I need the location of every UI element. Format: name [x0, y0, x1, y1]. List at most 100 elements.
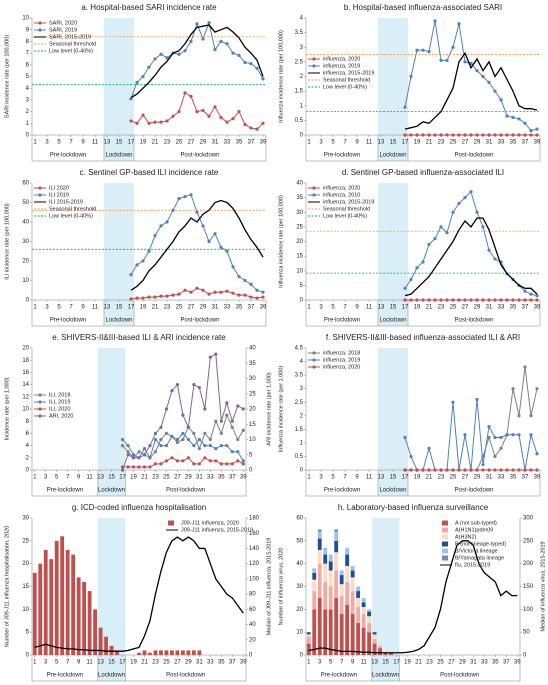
x-tick-label: 23: [152, 475, 159, 481]
x-tick-label: 7: [343, 475, 347, 481]
x-tick-label: 11: [366, 305, 373, 311]
point: [214, 419, 218, 423]
legend-marker: [38, 186, 42, 190]
y-tick-label: 0: [26, 653, 30, 659]
point: [433, 19, 437, 23]
point: [189, 290, 193, 294]
y-tick-label: 3: [300, 45, 304, 51]
x-tick-label: 19: [414, 475, 421, 481]
y-tick-label: 0: [300, 653, 304, 659]
y-tick-label: 0: [300, 468, 304, 474]
y-tick-label: 4: [26, 443, 30, 449]
legend-label: Low level (0-40%): [49, 48, 93, 54]
phase-label: Lockdown: [105, 153, 132, 159]
point: [445, 298, 449, 302]
y-tick-label: 1: [300, 103, 304, 109]
point: [135, 121, 139, 125]
point: [255, 288, 259, 292]
point: [529, 433, 533, 437]
bar: [350, 570, 355, 578]
point: [153, 57, 157, 61]
x-tick-label: 17: [128, 140, 135, 146]
point: [177, 52, 181, 56]
bar: [317, 538, 322, 550]
phase-label: Lockdown: [98, 488, 125, 494]
y2-axis-label: Median of influenza virus, 2015-2019: [540, 541, 546, 631]
legend-swatch: [442, 548, 448, 554]
point: [236, 404, 240, 408]
x-tick-label: 1: [33, 140, 37, 146]
x-tick-label: 29: [200, 305, 207, 311]
legend-marker: [312, 351, 316, 355]
point: [463, 60, 467, 64]
point: [433, 298, 437, 302]
y2-tick-label: 10: [249, 437, 256, 443]
x-tick-label: 23: [152, 660, 159, 666]
point: [243, 122, 247, 127]
x-tick-label: 29: [474, 305, 481, 311]
legend-marker: [312, 193, 316, 197]
point: [131, 453, 136, 457]
x-tick-label: 31: [486, 305, 493, 311]
bar: [104, 636, 108, 655]
point: [170, 434, 174, 439]
point: [445, 58, 449, 63]
y-tick-label: 0: [26, 133, 30, 139]
point: [457, 468, 461, 472]
bar: [356, 607, 361, 624]
x-tick-label: 23: [164, 140, 171, 146]
x-tick-label: 37: [229, 660, 236, 666]
legend-marker: [38, 193, 42, 197]
point: [153, 431, 158, 435]
point: [214, 352, 218, 356]
x-tick-label: 7: [340, 660, 344, 666]
point: [126, 453, 130, 457]
bar: [339, 613, 344, 655]
bar: [170, 650, 174, 655]
point: [463, 298, 467, 302]
x-tick-label: 35: [218, 475, 225, 481]
x-tick-label: 23: [164, 305, 171, 311]
legend-label: ILI, 2019: [49, 399, 70, 405]
bar: [164, 650, 169, 655]
point: [148, 456, 152, 460]
y-tick-label: 0: [26, 468, 30, 474]
x-tick-label: 33: [207, 475, 214, 481]
x-tick-label: 9: [77, 660, 81, 666]
bar: [334, 540, 339, 553]
phase-label: Post-lockdown: [166, 673, 205, 679]
x-tick-label: 3: [44, 475, 48, 481]
y-tick-label: 14: [22, 382, 29, 388]
point: [415, 298, 419, 302]
point: [192, 444, 196, 448]
phase-label: Pre-lockdown: [324, 318, 360, 324]
bar: [323, 609, 328, 655]
point: [243, 278, 247, 283]
x-tick-label: 3: [45, 140, 49, 146]
phase-label: Post-lockdown: [440, 673, 479, 679]
bar: [339, 595, 344, 614]
point: [475, 69, 479, 73]
lockdown-band: [104, 183, 134, 326]
x-tick-label: 25: [176, 140, 183, 146]
bar: [153, 650, 158, 655]
x-tick-label: 31: [486, 475, 493, 481]
legend-marker: [38, 21, 42, 25]
bar: [334, 597, 339, 655]
point: [487, 298, 491, 302]
point: [457, 133, 461, 137]
series-line: [34, 536, 244, 652]
point: [159, 120, 163, 124]
point: [219, 115, 223, 120]
point: [427, 133, 431, 137]
bar: [65, 549, 70, 655]
point: [487, 248, 491, 252]
point: [153, 462, 158, 466]
y-tick-label: 1.5: [295, 89, 304, 95]
legend-label: influenza, 2020: [323, 56, 360, 62]
x-tick-label: 1: [307, 660, 311, 666]
x-tick-label: 17: [128, 305, 135, 311]
y2-tick-label: 300: [523, 516, 534, 522]
point: [159, 52, 163, 56]
point: [164, 459, 169, 463]
